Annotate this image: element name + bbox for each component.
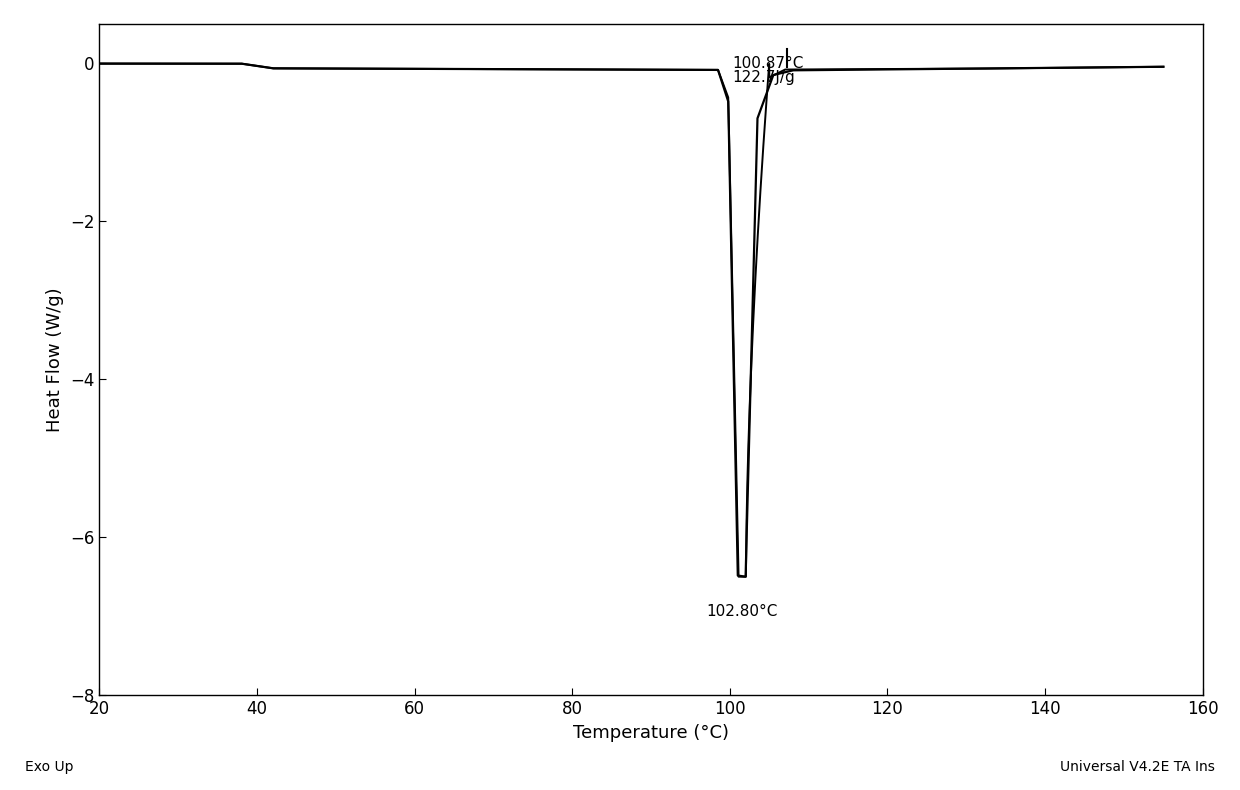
Text: 102.80°C: 102.80°C (706, 604, 777, 619)
Text: Exo Up: Exo Up (25, 760, 73, 774)
Text: Universal V4.2E TA Ins: Universal V4.2E TA Ins (1060, 760, 1215, 774)
Text: 100.87°C: 100.87°C (732, 56, 804, 71)
X-axis label: Temperature (°C): Temperature (°C) (573, 724, 729, 742)
Y-axis label: Heat Flow (W/g): Heat Flow (W/g) (46, 287, 64, 432)
Text: 122.7J/g: 122.7J/g (732, 70, 795, 85)
